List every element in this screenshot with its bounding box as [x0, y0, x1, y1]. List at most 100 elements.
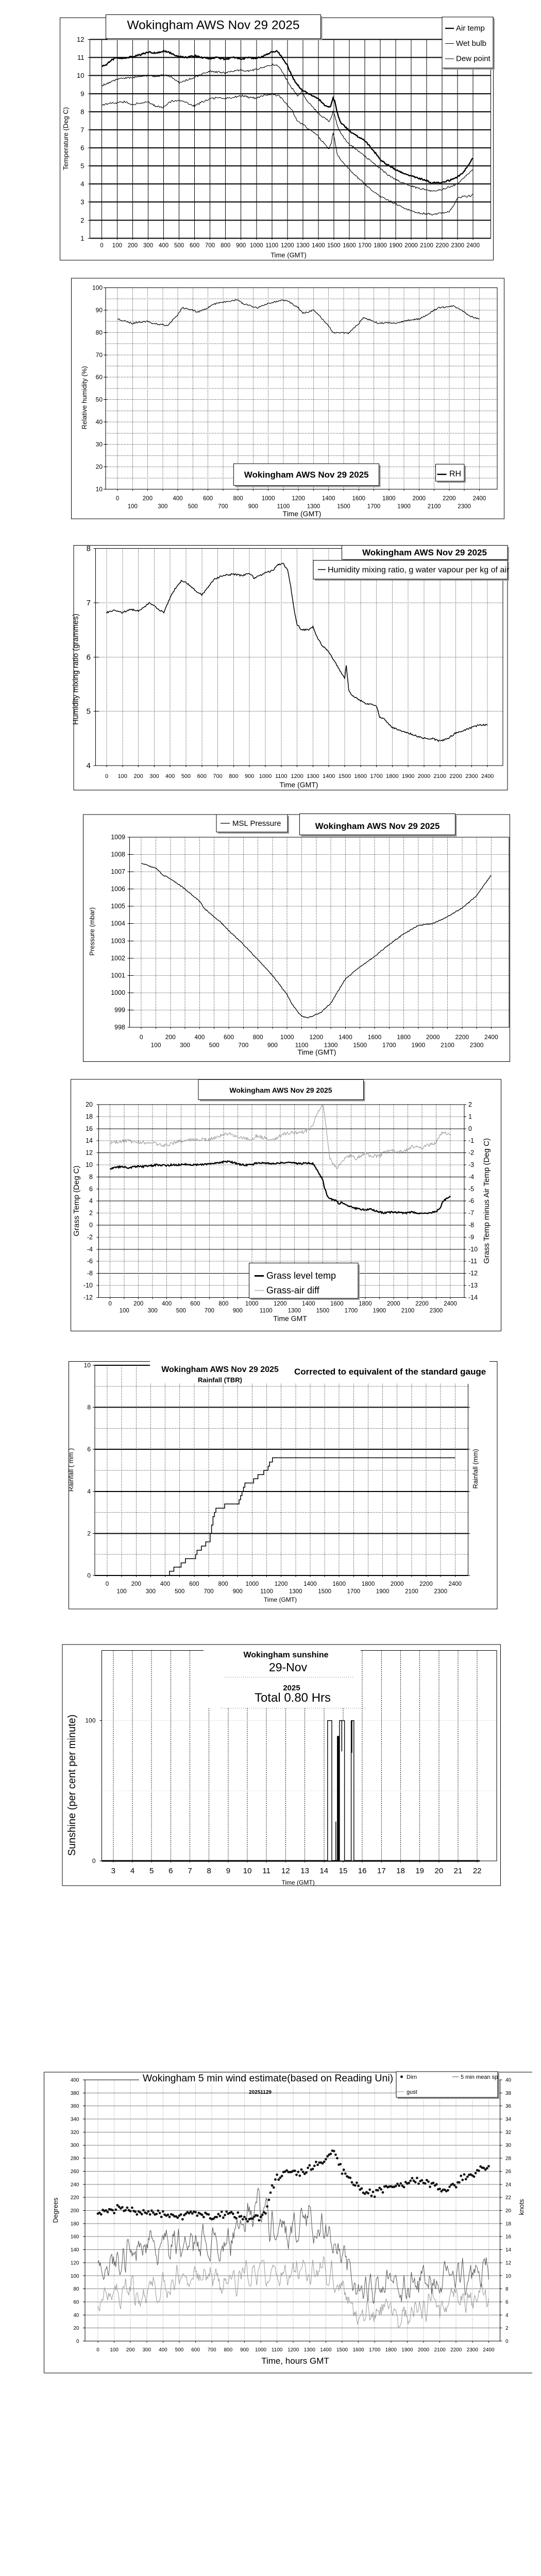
svg-text:16: 16 [86, 1125, 93, 1132]
svg-text:-8: -8 [87, 1270, 93, 1277]
svg-text:1000: 1000 [246, 1581, 259, 1587]
svg-text:Humidity mixing ratio (grammes: Humidity mixing ratio (grammes) [72, 614, 80, 725]
svg-text:1300: 1300 [304, 2347, 316, 2353]
svg-text:1005: 1005 [111, 903, 125, 910]
svg-text:Wet bulb: Wet bulb [456, 39, 486, 48]
svg-text:600: 600 [203, 496, 213, 502]
svg-text:22: 22 [473, 1867, 482, 1875]
svg-text:0: 0 [76, 2339, 79, 2345]
svg-text:2100: 2100 [420, 243, 433, 249]
svg-text:1400: 1400 [322, 496, 335, 502]
svg-text:6: 6 [80, 144, 84, 152]
svg-text:20: 20 [435, 1867, 444, 1875]
svg-text:2200: 2200 [455, 1033, 469, 1041]
svg-text:1500: 1500 [336, 2347, 348, 2353]
svg-text:5 min mean sp: 5 min mean sp [461, 2074, 498, 2080]
svg-text:20: 20 [96, 463, 103, 470]
svg-text:Wokingham AWS Nov 29 2025: Wokingham AWS Nov 29 2025 [315, 821, 440, 831]
svg-text:700: 700 [204, 1589, 213, 1595]
svg-text:300: 300 [146, 1589, 156, 1595]
svg-text:1200: 1200 [292, 496, 305, 502]
svg-text:2400: 2400 [449, 1581, 462, 1587]
svg-text:40: 40 [505, 2078, 512, 2083]
svg-text:2: 2 [505, 2326, 509, 2331]
svg-text:18: 18 [505, 2221, 512, 2227]
svg-text:16: 16 [358, 1867, 367, 1875]
svg-text:6: 6 [168, 1867, 173, 1875]
svg-text:2200: 2200 [449, 773, 462, 779]
svg-text:Relative humidity (%): Relative humidity (%) [80, 366, 88, 430]
svg-text:100: 100 [120, 1308, 129, 1314]
svg-text:1600: 1600 [343, 243, 356, 249]
svg-text:1500: 1500 [327, 243, 341, 249]
svg-text:Grass Temp minus Air Temp (Deg: Grass Temp minus Air Temp (Deg C) [482, 1138, 491, 1264]
svg-text:200: 200 [165, 1033, 176, 1041]
svg-text:1900: 1900 [376, 1589, 390, 1595]
svg-text:4: 4 [130, 1867, 134, 1875]
svg-text:0: 0 [116, 496, 119, 502]
svg-text:Dirn: Dirn [407, 2074, 417, 2080]
svg-text:RH: RH [449, 470, 461, 479]
svg-text:Time (GMT): Time (GMT) [281, 1879, 314, 1886]
svg-text:2200: 2200 [443, 496, 456, 502]
svg-text:1300: 1300 [307, 504, 320, 510]
svg-text:500: 500 [209, 1042, 219, 1049]
svg-text:8: 8 [80, 108, 84, 115]
svg-text:MSL Pressure: MSL Pressure [232, 819, 281, 828]
svg-text:2: 2 [87, 1530, 91, 1537]
svg-text:2: 2 [80, 216, 84, 224]
svg-text:Time (GMT): Time (GMT) [264, 1596, 297, 1603]
svg-text:2100: 2100 [434, 2347, 446, 2353]
svg-text:300: 300 [142, 2347, 151, 2353]
svg-text:-9: -9 [468, 1233, 474, 1241]
svg-text:1100: 1100 [260, 1308, 273, 1314]
svg-text:2100: 2100 [401, 1308, 415, 1314]
svg-text:30: 30 [96, 441, 103, 448]
svg-text:100: 100 [71, 2274, 79, 2279]
svg-text:-12: -12 [468, 1270, 478, 1277]
svg-text:7: 7 [80, 126, 84, 133]
svg-text:0: 0 [89, 1222, 93, 1229]
svg-text:0: 0 [100, 243, 103, 249]
svg-text:1008: 1008 [111, 851, 125, 858]
svg-text:360: 360 [71, 2104, 79, 2109]
svg-text:0: 0 [140, 1033, 143, 1041]
svg-text:38: 38 [505, 2091, 512, 2096]
svg-text:600: 600 [224, 1033, 234, 1041]
svg-text:1400: 1400 [320, 2347, 332, 2353]
svg-text:22: 22 [505, 2195, 512, 2201]
svg-text:11: 11 [77, 54, 84, 61]
svg-text:Wokingham sunshine: Wokingham sunshine [243, 1651, 328, 1659]
svg-text:300: 300 [148, 1308, 158, 1314]
svg-text:1800: 1800 [374, 243, 387, 249]
svg-text:Rainfall (mm): Rainfall (mm) [471, 1449, 479, 1488]
svg-text:200: 200 [71, 2208, 79, 2214]
svg-text:800: 800 [253, 1033, 263, 1041]
svg-text:Grass Temp (Deg C): Grass Temp (Deg C) [72, 1165, 81, 1236]
svg-text:40: 40 [73, 2313, 79, 2318]
svg-text:1800: 1800 [359, 1301, 372, 1307]
svg-text:80: 80 [73, 2286, 79, 2292]
svg-text:1: 1 [80, 234, 84, 242]
svg-text:0: 0 [106, 1581, 109, 1587]
svg-text:-4: -4 [87, 1246, 93, 1253]
svg-text:8: 8 [87, 545, 91, 553]
svg-text:999: 999 [114, 1007, 125, 1014]
svg-text:1200: 1200 [281, 243, 294, 249]
svg-text:2400: 2400 [444, 1301, 457, 1307]
svg-text:400: 400 [159, 2347, 167, 2353]
svg-text:2100: 2100 [428, 504, 441, 510]
svg-text:2300: 2300 [430, 1308, 443, 1314]
svg-text:Time (GMT): Time (GMT) [298, 1048, 336, 1056]
svg-text:1006: 1006 [111, 886, 125, 893]
svg-text:Wokingham AWS Nov 29 2025: Wokingham AWS Nov 29 2025 [127, 19, 299, 32]
svg-text:1000: 1000 [262, 496, 275, 502]
svg-text:700: 700 [213, 773, 222, 779]
svg-text:1900: 1900 [397, 504, 411, 510]
svg-text:1200: 1200 [275, 1581, 288, 1587]
svg-text:500: 500 [188, 504, 198, 510]
svg-text:-5: -5 [468, 1185, 474, 1193]
svg-text:Grass-air diff: Grass-air diff [266, 1285, 320, 1296]
svg-text:1700: 1700 [370, 773, 382, 779]
svg-text:9: 9 [80, 90, 84, 97]
